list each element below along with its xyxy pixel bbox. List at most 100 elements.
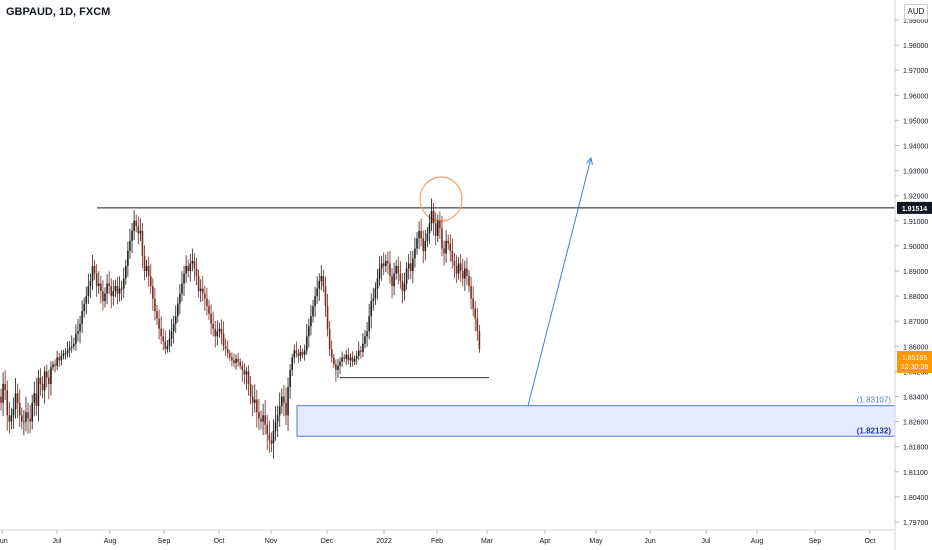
y-tick-label: 1.82600 [903,420,928,427]
candle-body [77,331,79,334]
y-tick-label: 1.94000 [903,144,928,151]
candle-body [152,286,154,299]
candle-body [100,283,102,292]
candle-body [241,365,244,371]
candle-body [341,357,343,362]
candle-body [466,268,468,277]
countdown-label: 12:30:38 [901,364,928,371]
candle-body [60,356,63,361]
currency-button[interactable]: AUD [904,4,928,20]
candle-body [0,396,2,403]
candle-body [385,260,387,266]
candle-body [380,263,383,269]
x-tick-label: Sep [809,538,822,545]
candle-body [364,336,366,344]
candle-body [343,357,345,359]
candle-body [324,286,327,307]
candle-body [260,418,262,422]
candle-body [274,421,277,432]
candle-body [349,357,352,361]
candle-body [160,328,162,337]
candle-body [154,298,156,312]
candle-body [316,288,318,297]
candle-body [251,396,254,403]
candle-body [87,286,90,297]
candle-body [387,260,389,264]
x-tick-label: Aug [751,538,764,545]
candle-body [21,415,23,422]
candle-body [133,220,135,231]
candle-body [472,298,474,309]
candle-body [312,306,314,317]
candle-body [222,333,225,347]
candle-body [464,268,466,279]
candle-body [256,399,258,413]
candle-body [360,350,362,352]
candle-body [305,336,308,351]
candle-body [197,276,200,292]
x-tick-label: Jul [53,538,62,545]
candle-body [193,260,196,269]
candle-body [162,336,165,342]
x-tick-label: 2022 [376,538,392,545]
current-price-label-bg [897,350,932,373]
candle-body [303,350,306,355]
candle-body [110,286,113,297]
candle-body [208,306,210,314]
candle-body [210,313,212,324]
y-tick-label: 1.95000 [903,118,928,125]
candle-body [468,276,470,287]
x-tick-label: Jun [644,538,655,545]
y-tick-label: 1.98000 [903,43,928,50]
candle-body [10,415,13,422]
candle-body [218,328,221,332]
candle-body [97,283,100,287]
candle-body [212,323,214,329]
candle-body [326,306,329,329]
candle-body [170,331,173,339]
candle-body [449,243,452,251]
candle-body [249,383,252,397]
candle-body [405,268,408,284]
y-tick-label: 1.92000 [903,194,928,201]
candle-body [430,210,433,224]
candle-body [141,230,144,256]
candle-body [166,346,169,350]
candle-body [268,434,271,441]
candle-body [237,358,239,362]
candle-body [226,349,229,354]
candle-body [229,353,231,358]
candle-body [201,288,204,294]
x-tick-label: Oct [214,538,225,545]
y-tick-label: 1.88000 [903,294,928,301]
candle-body [25,412,27,422]
candle-body [2,383,4,403]
candle-body [91,265,94,282]
candle-body [310,316,312,327]
candle-body [75,333,77,344]
x-tick-label: Sep [158,538,171,545]
candle-body [104,293,106,302]
candle-body [445,240,447,254]
candle-body [220,328,223,334]
candle-body [401,281,404,292]
candle-body [39,377,42,384]
candle-body [416,238,418,249]
candle-body [4,383,6,391]
candle-body [48,377,50,384]
candle-body [376,278,379,289]
candle-body [291,357,293,371]
candle-body [73,343,75,347]
candle-body [37,377,40,406]
candle-body [276,415,279,422]
candle-body [89,281,92,287]
candle-body [131,230,133,241]
price-axis-bg [895,0,932,550]
candle-body [135,220,137,226]
candle-body [399,273,402,282]
candle-body [258,412,260,419]
x-tick-label: Jul [702,538,711,545]
candle-body [177,303,179,317]
